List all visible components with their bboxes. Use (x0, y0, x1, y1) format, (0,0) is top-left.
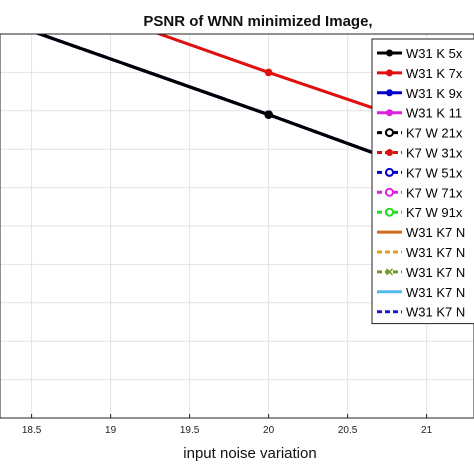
data-point (264, 110, 273, 119)
x-tick-label: 21 (421, 425, 433, 436)
legend-entry: W31 K7 N (377, 225, 465, 240)
plot-border (0, 33, 474, 419)
legend-entry: W31 K 9x (377, 86, 463, 101)
legend-marker (386, 49, 393, 57)
legend-entry: K7 W 71x (377, 185, 463, 200)
x-axis-ticks: 18.5 19 19.5 20 20.5 21 (22, 414, 433, 436)
legend-label: W31 K 9x (406, 86, 463, 101)
legend-marker (386, 89, 393, 97)
legend-entry: W31 K7 N (377, 285, 465, 300)
legend-marker (385, 268, 394, 276)
x-tick-label: 20.5 (338, 425, 358, 436)
x-tick-label: 20 (263, 425, 275, 436)
legend-box (371, 38, 474, 325)
legend-label: W31 K7 N (406, 245, 465, 260)
legend-label: K7 W 21x (406, 126, 463, 141)
legend-label: W31 K7 N (406, 305, 465, 320)
legend-entry: K7 W 91x (377, 205, 463, 220)
legend-label: W31 K 11 (406, 106, 462, 121)
legend-marker (386, 149, 393, 156)
x-axis-label: input noise variation (183, 445, 316, 462)
legend: W31 K 5x W31 K 7x W31 K 9x W31 K 11 K7 W 21x… (371, 38, 474, 325)
legend-marker (385, 128, 394, 138)
legend-entry: K7 W 51x (377, 165, 463, 180)
legend-marker (385, 167, 394, 177)
legend-entry: K7 W 31x (377, 146, 463, 161)
legend-label: K7 W 71x (406, 185, 463, 200)
legend-entry: W31 K 11 (377, 106, 462, 121)
legend-entry: W31 K7 N (377, 245, 465, 260)
legend-label: W31 K 7x (406, 66, 463, 81)
legend-entry: W31 K 5x (377, 46, 463, 61)
legend-label: K7 W 91x (406, 205, 463, 220)
legend-label: W31 K7 N (406, 225, 465, 240)
legend-label: W31 K7 N (406, 285, 465, 300)
legend-marker (386, 109, 393, 117)
legend-marker (385, 187, 394, 197)
legend-label: K7 W 51x (406, 165, 463, 180)
legend-entry: W31 K7 N (377, 265, 465, 280)
data-point (264, 68, 273, 77)
legend-label: W31 K 5x (406, 46, 463, 61)
legend-marker (385, 207, 394, 217)
legend-marker (386, 69, 393, 77)
x-tick-label: 19 (105, 425, 117, 436)
x-tick-label: 19.5 (180, 425, 200, 436)
x-tick-label: 18.5 (22, 425, 42, 436)
legend-entry: K7 W 21x (377, 126, 463, 141)
chart-title: PSNR of WNN minimized Image, (143, 13, 372, 30)
legend-label: W31 K7 N (406, 265, 465, 280)
legend-label: K7 W 31x (406, 146, 463, 161)
legend-entry: W31 K7 N (377, 305, 465, 320)
legend-entry: W31 K 7x (377, 66, 463, 81)
